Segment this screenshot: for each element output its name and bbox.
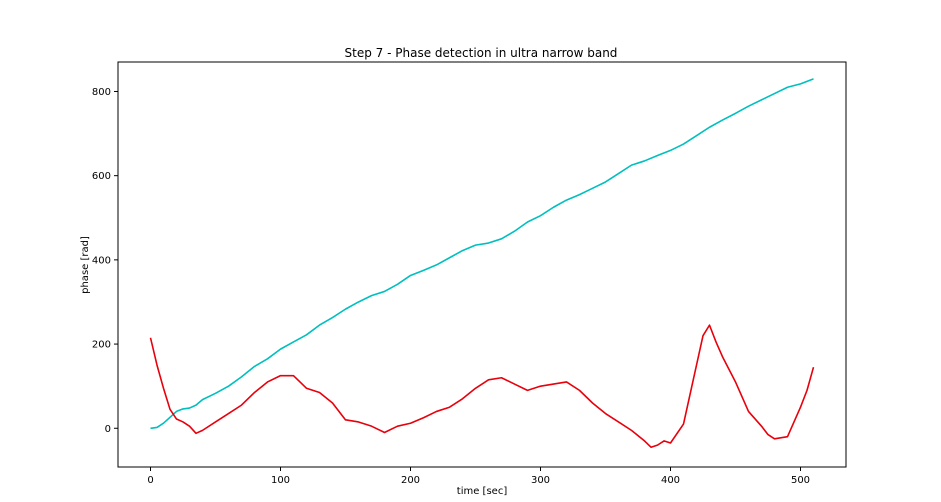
chart-title: Step 7 - Phase detection in ultra narrow…	[345, 46, 618, 60]
y-tick-label: 600	[92, 171, 111, 182]
series-line-1	[150, 78, 814, 430]
x-axis-label: time [sec]	[457, 486, 508, 497]
x-axis-ticks: 0 100 200 300 400 500	[147, 467, 810, 486]
y-tick-label: 800	[92, 87, 111, 98]
x-tick-label: 200	[401, 475, 420, 486]
plot-area	[117, 61, 847, 468]
x-tick-label: 0	[147, 475, 153, 486]
y-axis-label: phase [rad]	[80, 236, 91, 294]
series-layer	[149, 78, 815, 449]
x-tick-label: 100	[271, 475, 290, 486]
x-tick-label: 500	[791, 475, 810, 486]
y-axis-ticks: 0 200 400 600 800	[92, 87, 118, 435]
y-tick-label: 0	[105, 424, 111, 435]
axes-frame	[117, 61, 847, 468]
y-tick-label: 400	[92, 255, 111, 266]
y-tick-label: 200	[92, 340, 111, 351]
x-tick-label: 300	[531, 475, 550, 486]
series-line-2	[149, 324, 815, 449]
x-tick-label: 400	[661, 475, 680, 486]
